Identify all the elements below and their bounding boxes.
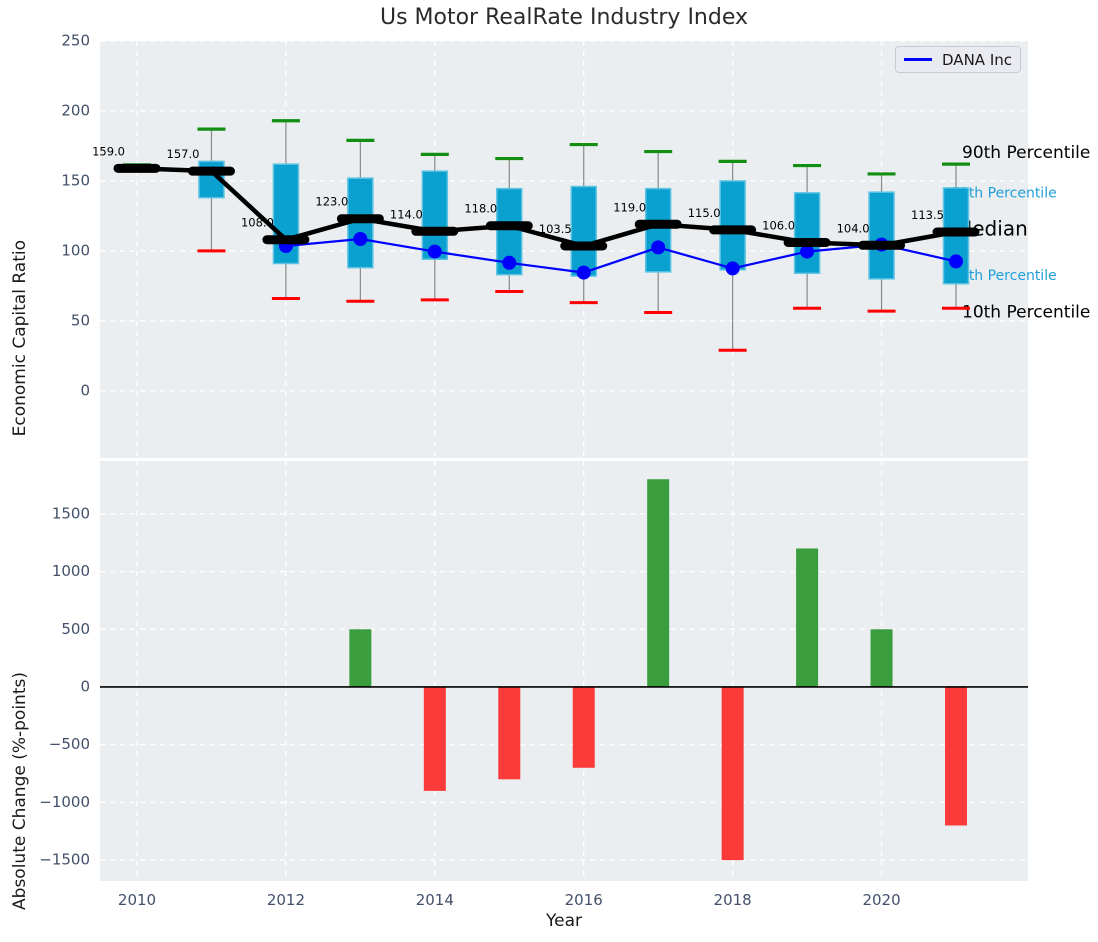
legend-line-swatch xyxy=(904,58,933,61)
dana-point xyxy=(651,240,666,255)
median-value-label: 118.0 xyxy=(464,202,497,216)
x-tick-label: 2016 xyxy=(565,891,603,909)
legend: DANA Inc xyxy=(895,46,1021,73)
x-tick-label: 2020 xyxy=(862,891,900,909)
median-value-label: 113.5 xyxy=(911,208,944,222)
percentile-annotation: 75th Percentile xyxy=(951,186,1057,202)
x-tick-label: 2014 xyxy=(416,891,454,909)
change-bar xyxy=(721,686,744,861)
change-bar xyxy=(944,686,967,826)
change-bar xyxy=(647,479,670,687)
y-tick-label: 200 xyxy=(61,101,90,119)
median-value-label: 108.0 xyxy=(241,216,274,230)
iqr-box xyxy=(793,192,821,275)
x-tick-label: 2012 xyxy=(267,891,305,909)
top-y-axis-label: Economic Capital Ratio xyxy=(10,240,30,437)
median-value-label: 115.0 xyxy=(688,206,721,220)
y-tick-label: 150 xyxy=(61,171,90,189)
median-value-label: 159.0 xyxy=(92,144,125,158)
change-bar xyxy=(498,686,521,780)
y-tick-label: 250 xyxy=(61,32,90,50)
median-value-label: 114.0 xyxy=(390,207,423,221)
dana-point xyxy=(800,244,815,259)
iqr-box xyxy=(868,191,895,280)
y-tick-label: 100 xyxy=(61,241,90,259)
iqr-box xyxy=(570,185,597,277)
change-bar xyxy=(572,686,595,768)
change-bar xyxy=(796,548,819,687)
dana-point xyxy=(725,261,740,276)
change-bar xyxy=(349,629,372,687)
dana-point xyxy=(353,232,368,247)
dana-point xyxy=(502,255,517,270)
dana-point xyxy=(576,265,591,280)
iqr-box xyxy=(719,180,746,271)
x-tick-label: 2010 xyxy=(118,891,156,909)
y-tick-label: −500 xyxy=(49,735,90,753)
y-tick-label: −1000 xyxy=(39,793,90,811)
median-value-label: 119.0 xyxy=(613,200,646,214)
iqr-box xyxy=(644,187,672,273)
change-bar xyxy=(870,629,893,687)
percentile-annotation: 90th Percentile xyxy=(962,143,1090,163)
dana-point xyxy=(948,254,963,269)
bottom-y-axis-label: Absolute Change (%-points) xyxy=(10,672,30,910)
median-value-label: 123.0 xyxy=(315,195,348,209)
x-tick-label: 2018 xyxy=(714,891,752,909)
y-tick-label: 1500 xyxy=(52,504,90,522)
y-tick-label: 0 xyxy=(80,677,90,695)
y-tick-label: −1500 xyxy=(39,851,90,869)
median-value-label: 103.5 xyxy=(539,222,572,236)
median-value-label: 157.0 xyxy=(167,147,200,161)
y-tick-label: 500 xyxy=(61,620,90,638)
legend-label: DANA Inc xyxy=(942,50,1012,69)
dana-point xyxy=(427,244,442,259)
chart-title: Us Motor RealRate Industry Index xyxy=(379,5,749,30)
dana-line xyxy=(285,237,957,274)
percentile-annotation: 25th Percentile xyxy=(951,268,1057,284)
x-axis-label: Year xyxy=(546,911,582,931)
median-value-label: 104.0 xyxy=(837,221,870,235)
y-tick-label: 0 xyxy=(80,381,90,399)
percentile-annotation: 10th Percentile xyxy=(962,302,1090,322)
y-tick-label: 50 xyxy=(71,311,90,329)
median-value-label: 106.0 xyxy=(762,219,795,233)
y-tick-label: 1000 xyxy=(52,562,90,580)
change-bar xyxy=(423,686,446,791)
